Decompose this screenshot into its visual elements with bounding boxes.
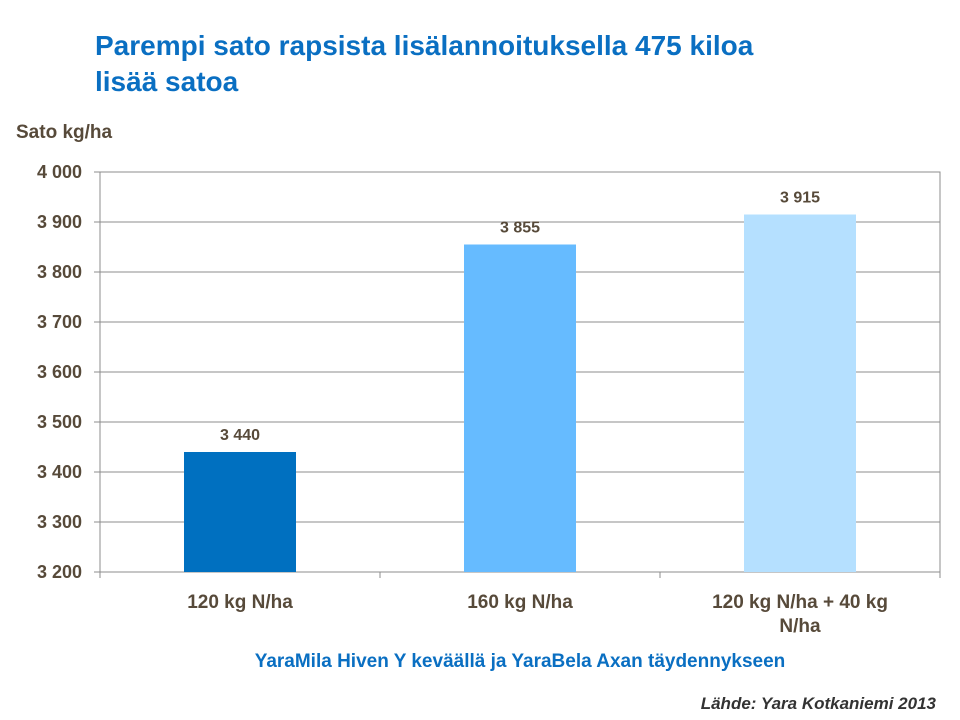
y-tick-label: 3 500 — [37, 412, 82, 432]
title-line-2: lisää satoa — [95, 66, 239, 97]
y-tick-label: 3 600 — [37, 362, 82, 382]
x-category-label: 120 kg N/ha + 40 kg — [712, 592, 888, 613]
data-label: 3 915 — [780, 190, 820, 207]
x-axis-label: YaraMila Hiven Y keväällä ja YaraBela Ax… — [254, 651, 786, 672]
y-tick-label: 4 000 — [37, 162, 82, 182]
y-tick-label: 3 800 — [37, 262, 82, 282]
source-note: Lähde: Yara Kotkaniemi 2013 — [700, 694, 936, 713]
y-tick-label: 3 400 — [37, 462, 82, 482]
x-category-label: N/ha — [779, 616, 821, 637]
x-category-label: 160 kg N/ha — [467, 592, 573, 613]
bar — [184, 452, 296, 572]
y-axis-label: Sato kg/ha — [16, 122, 113, 143]
title-line-1: Parempi sato rapsista lisälannoituksella… — [95, 30, 754, 61]
data-label: 3 440 — [220, 427, 260, 444]
y-tick-label: 3 900 — [37, 212, 82, 232]
chart-title: Parempi sato rapsista lisälannoituksella… — [95, 28, 915, 100]
y-tick-label: 3 200 — [37, 562, 82, 582]
y-tick-label: 3 300 — [37, 512, 82, 532]
bar — [744, 214, 856, 572]
bar — [464, 244, 576, 572]
y-tick-label: 3 700 — [37, 312, 82, 332]
data-label: 3 855 — [500, 220, 540, 237]
x-category-label: 120 kg N/ha — [187, 592, 293, 613]
